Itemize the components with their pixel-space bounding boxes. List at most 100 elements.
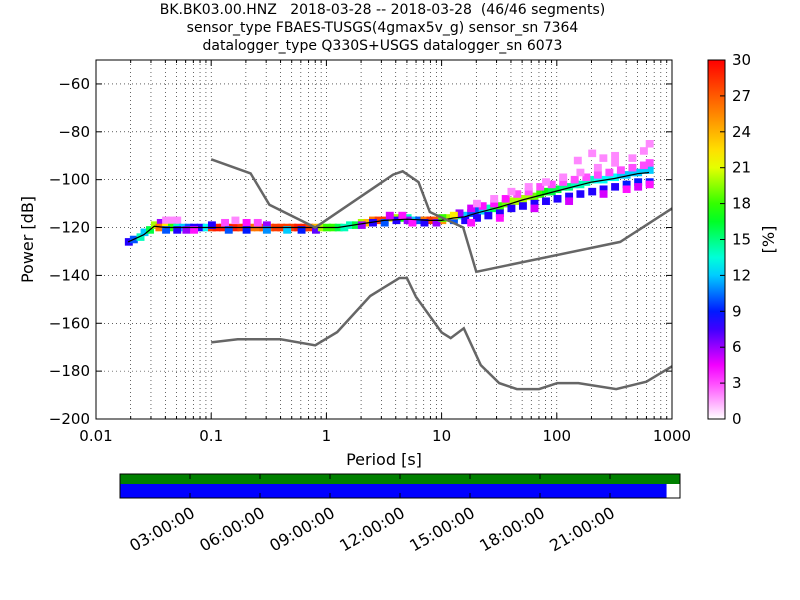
density-cell [616, 166, 625, 174]
density-cell [495, 214, 504, 222]
noise-model-nhnm [210, 158, 673, 274]
density-cell [173, 226, 182, 234]
density-cell [490, 195, 499, 203]
chart-title-line-1: BK.BK03.00.HNZ 2018-03-28 -- 2018-03-28 … [159, 2, 606, 18]
noise-model-nlnm [211, 276, 673, 391]
density-cell [559, 178, 568, 186]
density-cell [478, 207, 487, 215]
density-cell [501, 199, 510, 208]
density-cell [380, 218, 389, 227]
y-tick-label: −60 [58, 75, 90, 93]
density-cell [156, 218, 165, 227]
density-cell [478, 202, 487, 210]
density-cell [576, 190, 585, 198]
density-cell [524, 187, 533, 196]
density-cell [444, 214, 452, 222]
colorbar-tick-label: 0 [732, 410, 742, 428]
timeline-tick-label: 09:00:00 [266, 503, 338, 555]
density-cell [588, 175, 597, 184]
density-cell [484, 211, 493, 220]
density-cell [392, 216, 401, 225]
timeline-tick-label: 06:00:00 [196, 503, 268, 555]
density-cell [507, 187, 516, 196]
density-cell [408, 218, 417, 227]
density-cell [565, 197, 574, 205]
density-cell [449, 216, 458, 225]
density-cell [565, 192, 574, 201]
colorbar-tick-label: 6 [732, 338, 742, 356]
density-cell [467, 218, 476, 227]
density-cell [467, 209, 476, 217]
density-cell [207, 221, 216, 229]
density-cell [605, 168, 614, 177]
density-cell [168, 216, 176, 225]
density-cell [253, 218, 262, 227]
x-axis-label: Period [s] [346, 450, 422, 469]
density-cell [432, 218, 441, 227]
density-cell [542, 197, 550, 205]
density-cell [357, 221, 366, 229]
density-cell [242, 218, 251, 227]
density-cell [473, 199, 481, 208]
timeline-tick-label: 12:00:00 [336, 503, 408, 555]
density-cell [224, 226, 233, 234]
x-tick-label: 1 [322, 427, 332, 445]
density-cell [628, 163, 637, 172]
density-cell [182, 226, 191, 234]
density-cell [570, 180, 579, 189]
density-cell [461, 216, 470, 225]
density-cell [573, 156, 582, 165]
density-cell [582, 173, 591, 182]
density-cell [559, 173, 568, 182]
density-cell [593, 175, 602, 184]
density-cell [536, 190, 545, 198]
colorbar: 0 3 6 9 12 15 18 21 24 27 30 [%] [707, 51, 778, 428]
density-cell [628, 168, 637, 177]
density-cell [231, 216, 240, 225]
density-cell [639, 161, 648, 170]
y-tick-label: −120 [49, 219, 90, 237]
density-cell [634, 183, 643, 191]
density-cell [616, 171, 625, 179]
plot-area [96, 60, 672, 419]
density-cell [588, 187, 597, 196]
x-tick-label: 100 [542, 427, 571, 445]
density-cell [518, 202, 527, 210]
density-cell [449, 211, 458, 220]
colorbar-tick-label: 21 [732, 159, 751, 177]
plot-frame [95, 59, 673, 420]
density-cell [605, 173, 614, 182]
density-cell [639, 166, 648, 174]
density-cell [518, 195, 527, 203]
density-cell [559, 183, 568, 191]
chart-title-line-2: sensor_type FBAES-TUSGS(4gmax5v_g) senso… [186, 20, 579, 36]
density-cell [645, 166, 654, 174]
density-cell [593, 171, 602, 179]
colorbar-tick-label: 9 [732, 302, 742, 320]
density-cell [140, 228, 149, 237]
colorbar-tick-label: 27 [732, 87, 751, 105]
density-cell [495, 209, 504, 217]
density-cell [530, 199, 539, 208]
timeline-coverage: 03:00:0006:00:0009:00:0012:00:0015:00:00… [119, 473, 681, 555]
density-cell [374, 216, 383, 225]
timeline-tick-label: 15:00:00 [406, 503, 478, 555]
x-axis: 0.01 0.1 1 10 100 1000 Period [s] [79, 60, 691, 469]
density-cell [501, 195, 510, 203]
density-cell [473, 214, 481, 222]
density-cell [599, 190, 608, 198]
density-cell [542, 187, 550, 196]
density-cell [173, 216, 182, 225]
density-cell [221, 218, 230, 227]
density-cell [622, 180, 631, 189]
y-tick-label: −100 [49, 171, 90, 189]
density-cell [155, 223, 164, 232]
density-cell [536, 183, 545, 191]
y-tick-label: −160 [49, 314, 90, 332]
density-cell [340, 223, 349, 232]
density-cell [565, 183, 574, 191]
density-cell [150, 221, 159, 229]
density-cell [547, 180, 556, 189]
density-cell [553, 185, 562, 194]
